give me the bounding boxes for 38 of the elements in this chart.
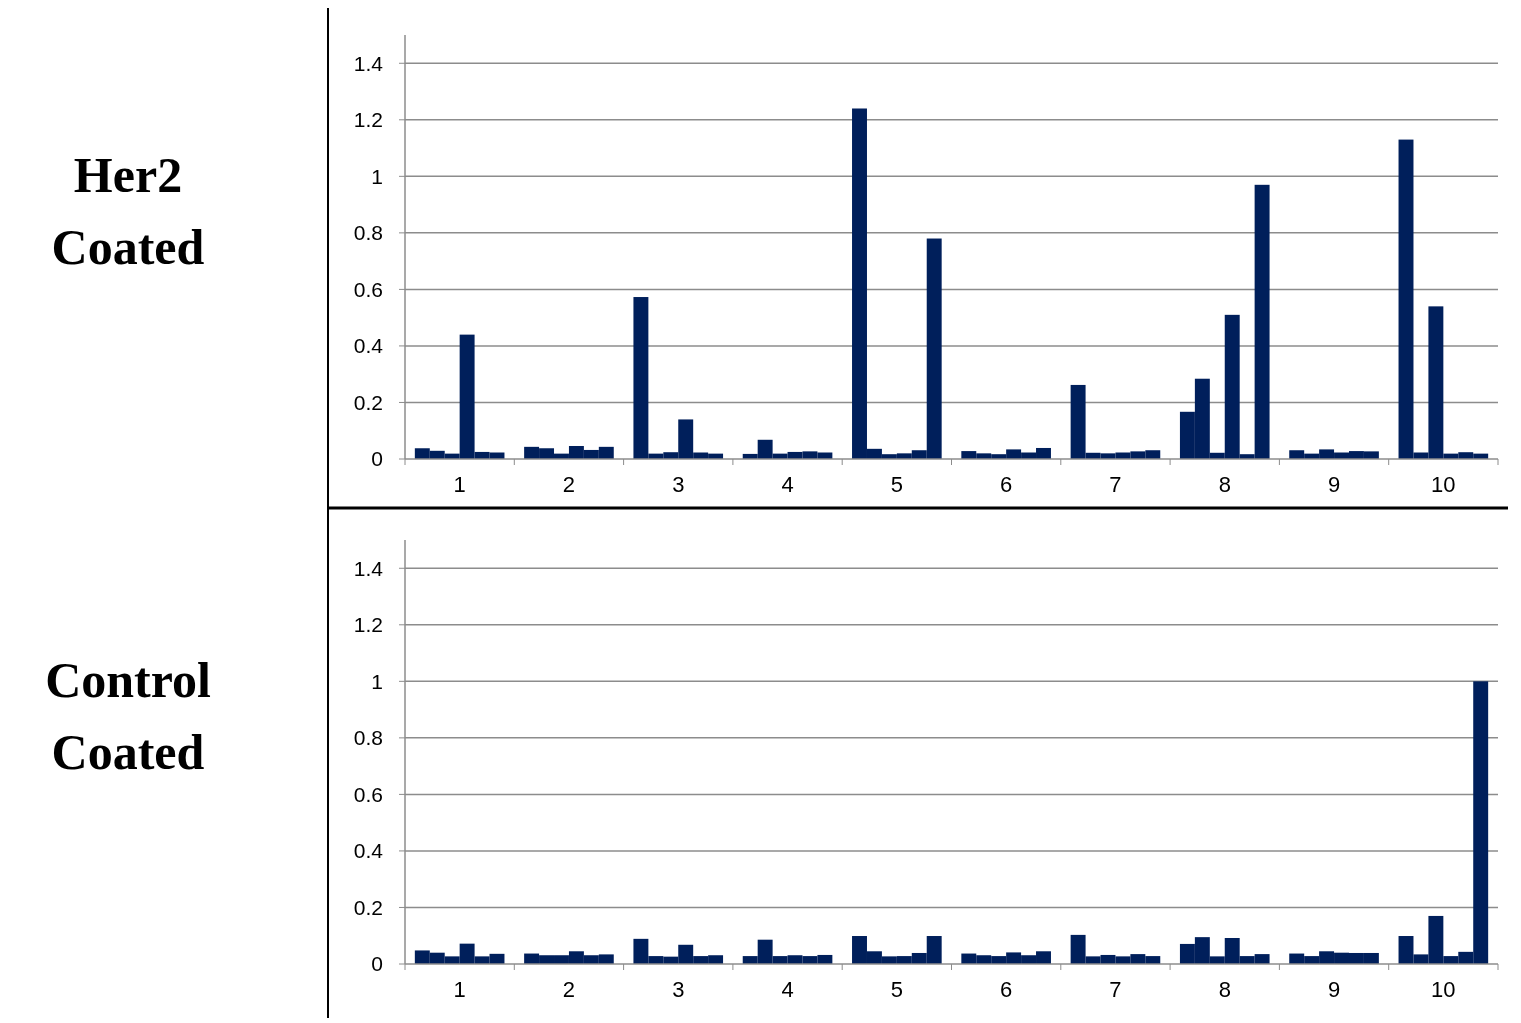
x-tick-label: 8 xyxy=(1218,472,1231,497)
x-tick-label: 5 xyxy=(890,977,903,1002)
y-tick-label: 0.8 xyxy=(353,221,383,245)
x-tick-label: 5 xyxy=(890,472,903,497)
y-tick-label: 1.2 xyxy=(353,613,383,637)
y-tick-label: 0.4 xyxy=(353,334,384,358)
x-tick-label: 3 xyxy=(672,977,685,1002)
y-tick-label: 1.4 xyxy=(353,51,384,75)
x-tick-label: 8 xyxy=(1218,977,1231,1002)
y-tick-label: 0.6 xyxy=(353,277,383,301)
x-tick-label: 7 xyxy=(1109,472,1122,497)
x-tick-label: 9 xyxy=(1327,977,1341,1002)
x-tick-label: 6 xyxy=(1000,472,1013,497)
y-tick-label: 0 xyxy=(371,447,383,471)
y-tick-label: 0.4 xyxy=(353,839,384,863)
y-tick-label: 1.2 xyxy=(353,108,383,132)
x-tick-label: 9 xyxy=(1327,472,1341,497)
y-tick-label: 0.8 xyxy=(353,726,383,750)
x-tick-label: 3 xyxy=(672,472,685,497)
y-tick-label: 0 xyxy=(371,952,383,976)
x-tick-label: 10 xyxy=(1431,472,1456,497)
y-tick-label: 0.2 xyxy=(353,390,383,414)
text: Her2 Coated xyxy=(51,147,205,275)
x-tick-label: 1 xyxy=(453,977,466,1002)
text: Control Coated xyxy=(45,652,211,780)
x-tick-label: 10 xyxy=(1431,977,1456,1002)
x-tick-label: 4 xyxy=(781,977,794,1002)
y-tick-label: 0.6 xyxy=(353,782,383,806)
y-tick-label: 1 xyxy=(371,669,383,693)
y-tick-label: 0.2 xyxy=(353,895,383,919)
x-tick-label: 1 xyxy=(453,472,466,497)
x-tick-label: 7 xyxy=(1109,977,1122,1002)
x-tick-label: 2 xyxy=(562,472,576,497)
y-tick-label: 1.4 xyxy=(353,556,384,580)
y-tick-label: 1 xyxy=(371,164,383,188)
x-tick-label: 4 xyxy=(781,472,794,497)
x-tick-label: 2 xyxy=(562,977,576,1002)
x-tick-label: 6 xyxy=(1000,977,1013,1002)
